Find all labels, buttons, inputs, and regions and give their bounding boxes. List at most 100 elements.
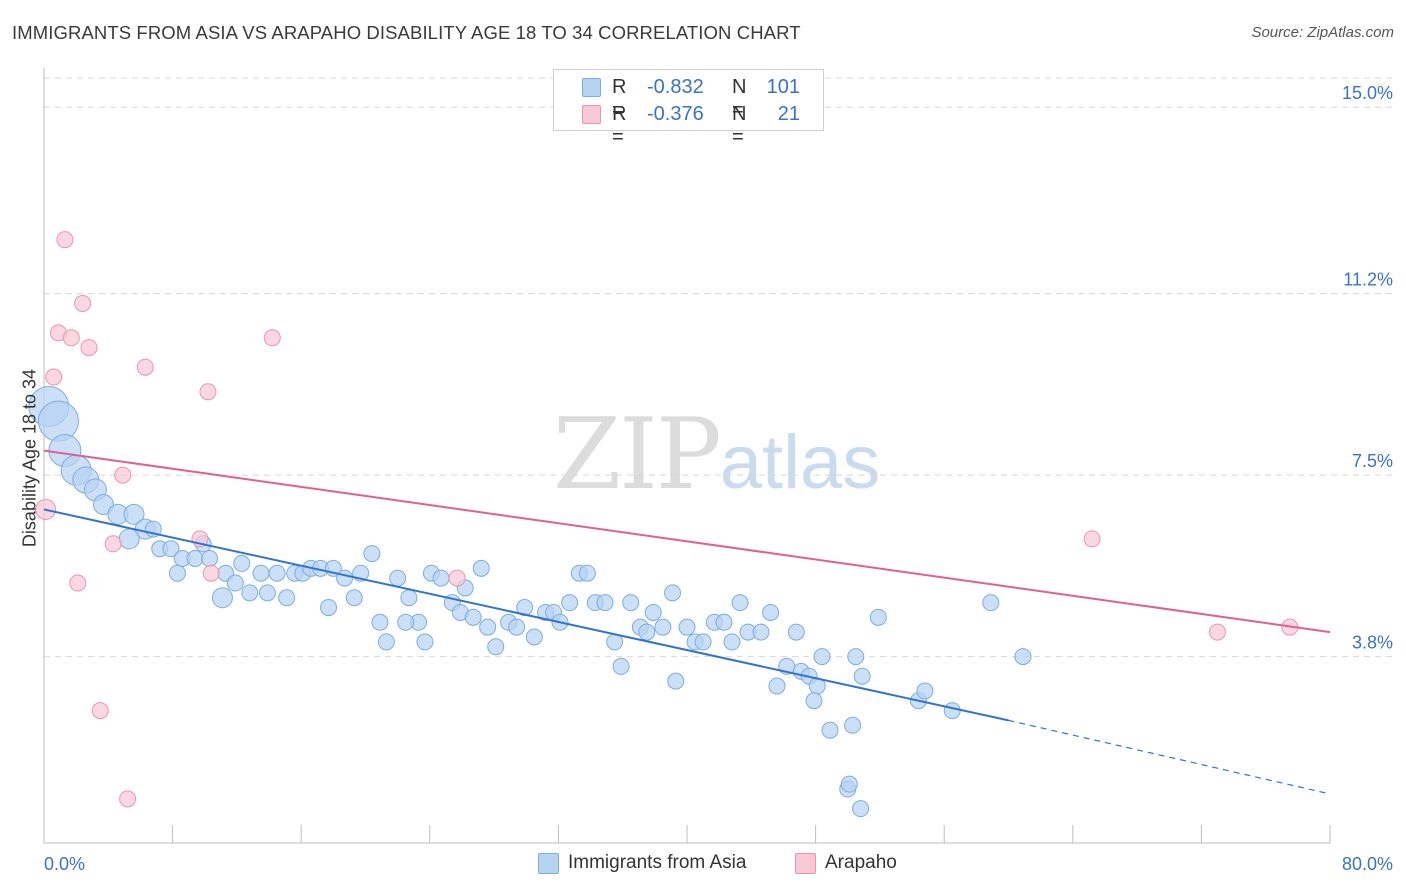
asia-point bbox=[644, 603, 662, 621]
legend-r-label: R = bbox=[612, 76, 627, 121]
arapaho-point bbox=[74, 294, 92, 312]
bottom-legend-label-asia: Immigrants from Asia bbox=[568, 852, 747, 873]
arapaho-point bbox=[69, 574, 87, 592]
arapaho-point bbox=[136, 358, 154, 376]
arapaho-point bbox=[80, 339, 98, 357]
arapaho-point bbox=[91, 702, 109, 720]
asia-point bbox=[345, 589, 363, 607]
asia-point bbox=[268, 564, 286, 582]
asia-point bbox=[694, 633, 712, 651]
source-credit: Source: ZipAtlas.com bbox=[1251, 24, 1394, 41]
arapaho-point bbox=[62, 329, 80, 347]
asia-point bbox=[118, 528, 140, 550]
asia-point bbox=[226, 574, 244, 592]
y-tick-label: 3.8% bbox=[1352, 633, 1393, 653]
asia-point bbox=[416, 633, 434, 651]
asia-point bbox=[186, 550, 204, 568]
asia-point bbox=[731, 594, 749, 612]
watermark: ZIPatlas bbox=[553, 398, 880, 512]
asia-point bbox=[400, 589, 418, 607]
asia-point bbox=[258, 584, 276, 602]
asia-point bbox=[479, 618, 497, 636]
asia-point bbox=[678, 618, 696, 636]
asia-point bbox=[715, 613, 733, 631]
asia-point bbox=[787, 623, 805, 641]
asia-point bbox=[869, 608, 887, 626]
legend-r-value: -0.832 bbox=[647, 76, 704, 98]
y-tick-label: 11.2% bbox=[1343, 270, 1393, 290]
asia-point bbox=[667, 672, 685, 690]
watermark-atlas: atlas bbox=[719, 420, 881, 505]
arapaho-point bbox=[263, 329, 281, 347]
asia-trend-extension bbox=[1008, 719, 1331, 795]
asia-point bbox=[852, 800, 870, 818]
asia-point bbox=[278, 589, 296, 607]
asia-point bbox=[982, 594, 1000, 612]
asia-point bbox=[664, 584, 682, 602]
legend-n-label: N = bbox=[732, 103, 747, 148]
legend-n-label: N = bbox=[732, 76, 747, 121]
asia-point bbox=[377, 633, 395, 651]
legend-swatch-asia bbox=[582, 78, 601, 97]
asia-point bbox=[371, 613, 389, 631]
asia-point bbox=[211, 587, 233, 609]
asia-point bbox=[472, 559, 490, 577]
asia-point bbox=[432, 569, 450, 587]
arapaho-point bbox=[56, 231, 74, 249]
bottom-legend-swatch-asia bbox=[538, 853, 559, 874]
asia-point bbox=[596, 594, 614, 612]
arapaho-point bbox=[114, 466, 132, 484]
asia-point bbox=[123, 503, 145, 525]
asia-point bbox=[821, 721, 839, 739]
correlation-legend: R = -0.832 N = 101 R = -0.376 N = 21 bbox=[553, 69, 824, 148]
x-tick-label: 0.0% bbox=[44, 854, 85, 874]
asia-trend-line bbox=[43, 508, 1009, 722]
arapaho-point bbox=[199, 383, 217, 401]
asia-point bbox=[487, 638, 505, 656]
y-tick-label: 7.5% bbox=[1352, 451, 1393, 471]
asia-point bbox=[363, 545, 381, 563]
asia-point bbox=[638, 623, 656, 641]
asia-point bbox=[813, 648, 831, 666]
asia-point bbox=[561, 594, 579, 612]
asia-point bbox=[508, 618, 526, 636]
x-tick-label: 80.0% bbox=[1342, 854, 1393, 874]
asia-point bbox=[612, 657, 630, 675]
asia-point bbox=[752, 623, 770, 641]
asia-point bbox=[233, 554, 251, 572]
asia-point bbox=[201, 550, 219, 568]
arapaho-point bbox=[1208, 623, 1226, 641]
asia-point bbox=[336, 569, 354, 587]
bottom-legend-swatch-arapaho bbox=[795, 853, 816, 874]
asia-point bbox=[241, 584, 259, 602]
asia-point bbox=[320, 599, 338, 617]
asia-point bbox=[252, 564, 270, 582]
bottom-legend-label-arapaho: Arapaho bbox=[825, 852, 897, 873]
asia-point bbox=[622, 594, 640, 612]
arapaho-point bbox=[119, 790, 137, 808]
y-axis-label: Disability Age 18 to 34 bbox=[19, 368, 40, 548]
asia-point bbox=[525, 628, 543, 646]
arapaho-point bbox=[1083, 530, 1101, 548]
asia-point bbox=[464, 608, 482, 626]
asia-point bbox=[37, 400, 79, 442]
legend-r-label: R = bbox=[612, 103, 627, 148]
asia-point bbox=[768, 677, 786, 695]
asia-point bbox=[654, 618, 672, 636]
asia-point bbox=[853, 667, 871, 685]
asia-point bbox=[1014, 648, 1032, 666]
arapaho-point bbox=[45, 368, 63, 386]
arapaho-trend-line bbox=[43, 449, 1331, 634]
asia-point bbox=[389, 569, 407, 587]
asia-point bbox=[397, 613, 415, 631]
asia-point bbox=[943, 702, 961, 720]
arapaho-point bbox=[448, 569, 466, 587]
asia-point bbox=[162, 540, 180, 558]
asia-point bbox=[92, 494, 114, 516]
legend-n-value: 101 bbox=[766, 76, 800, 98]
arapaho-point bbox=[104, 535, 122, 553]
y-tick-label: 15.0% bbox=[1342, 83, 1393, 103]
asia-point bbox=[762, 603, 780, 621]
asia-point bbox=[847, 648, 865, 666]
